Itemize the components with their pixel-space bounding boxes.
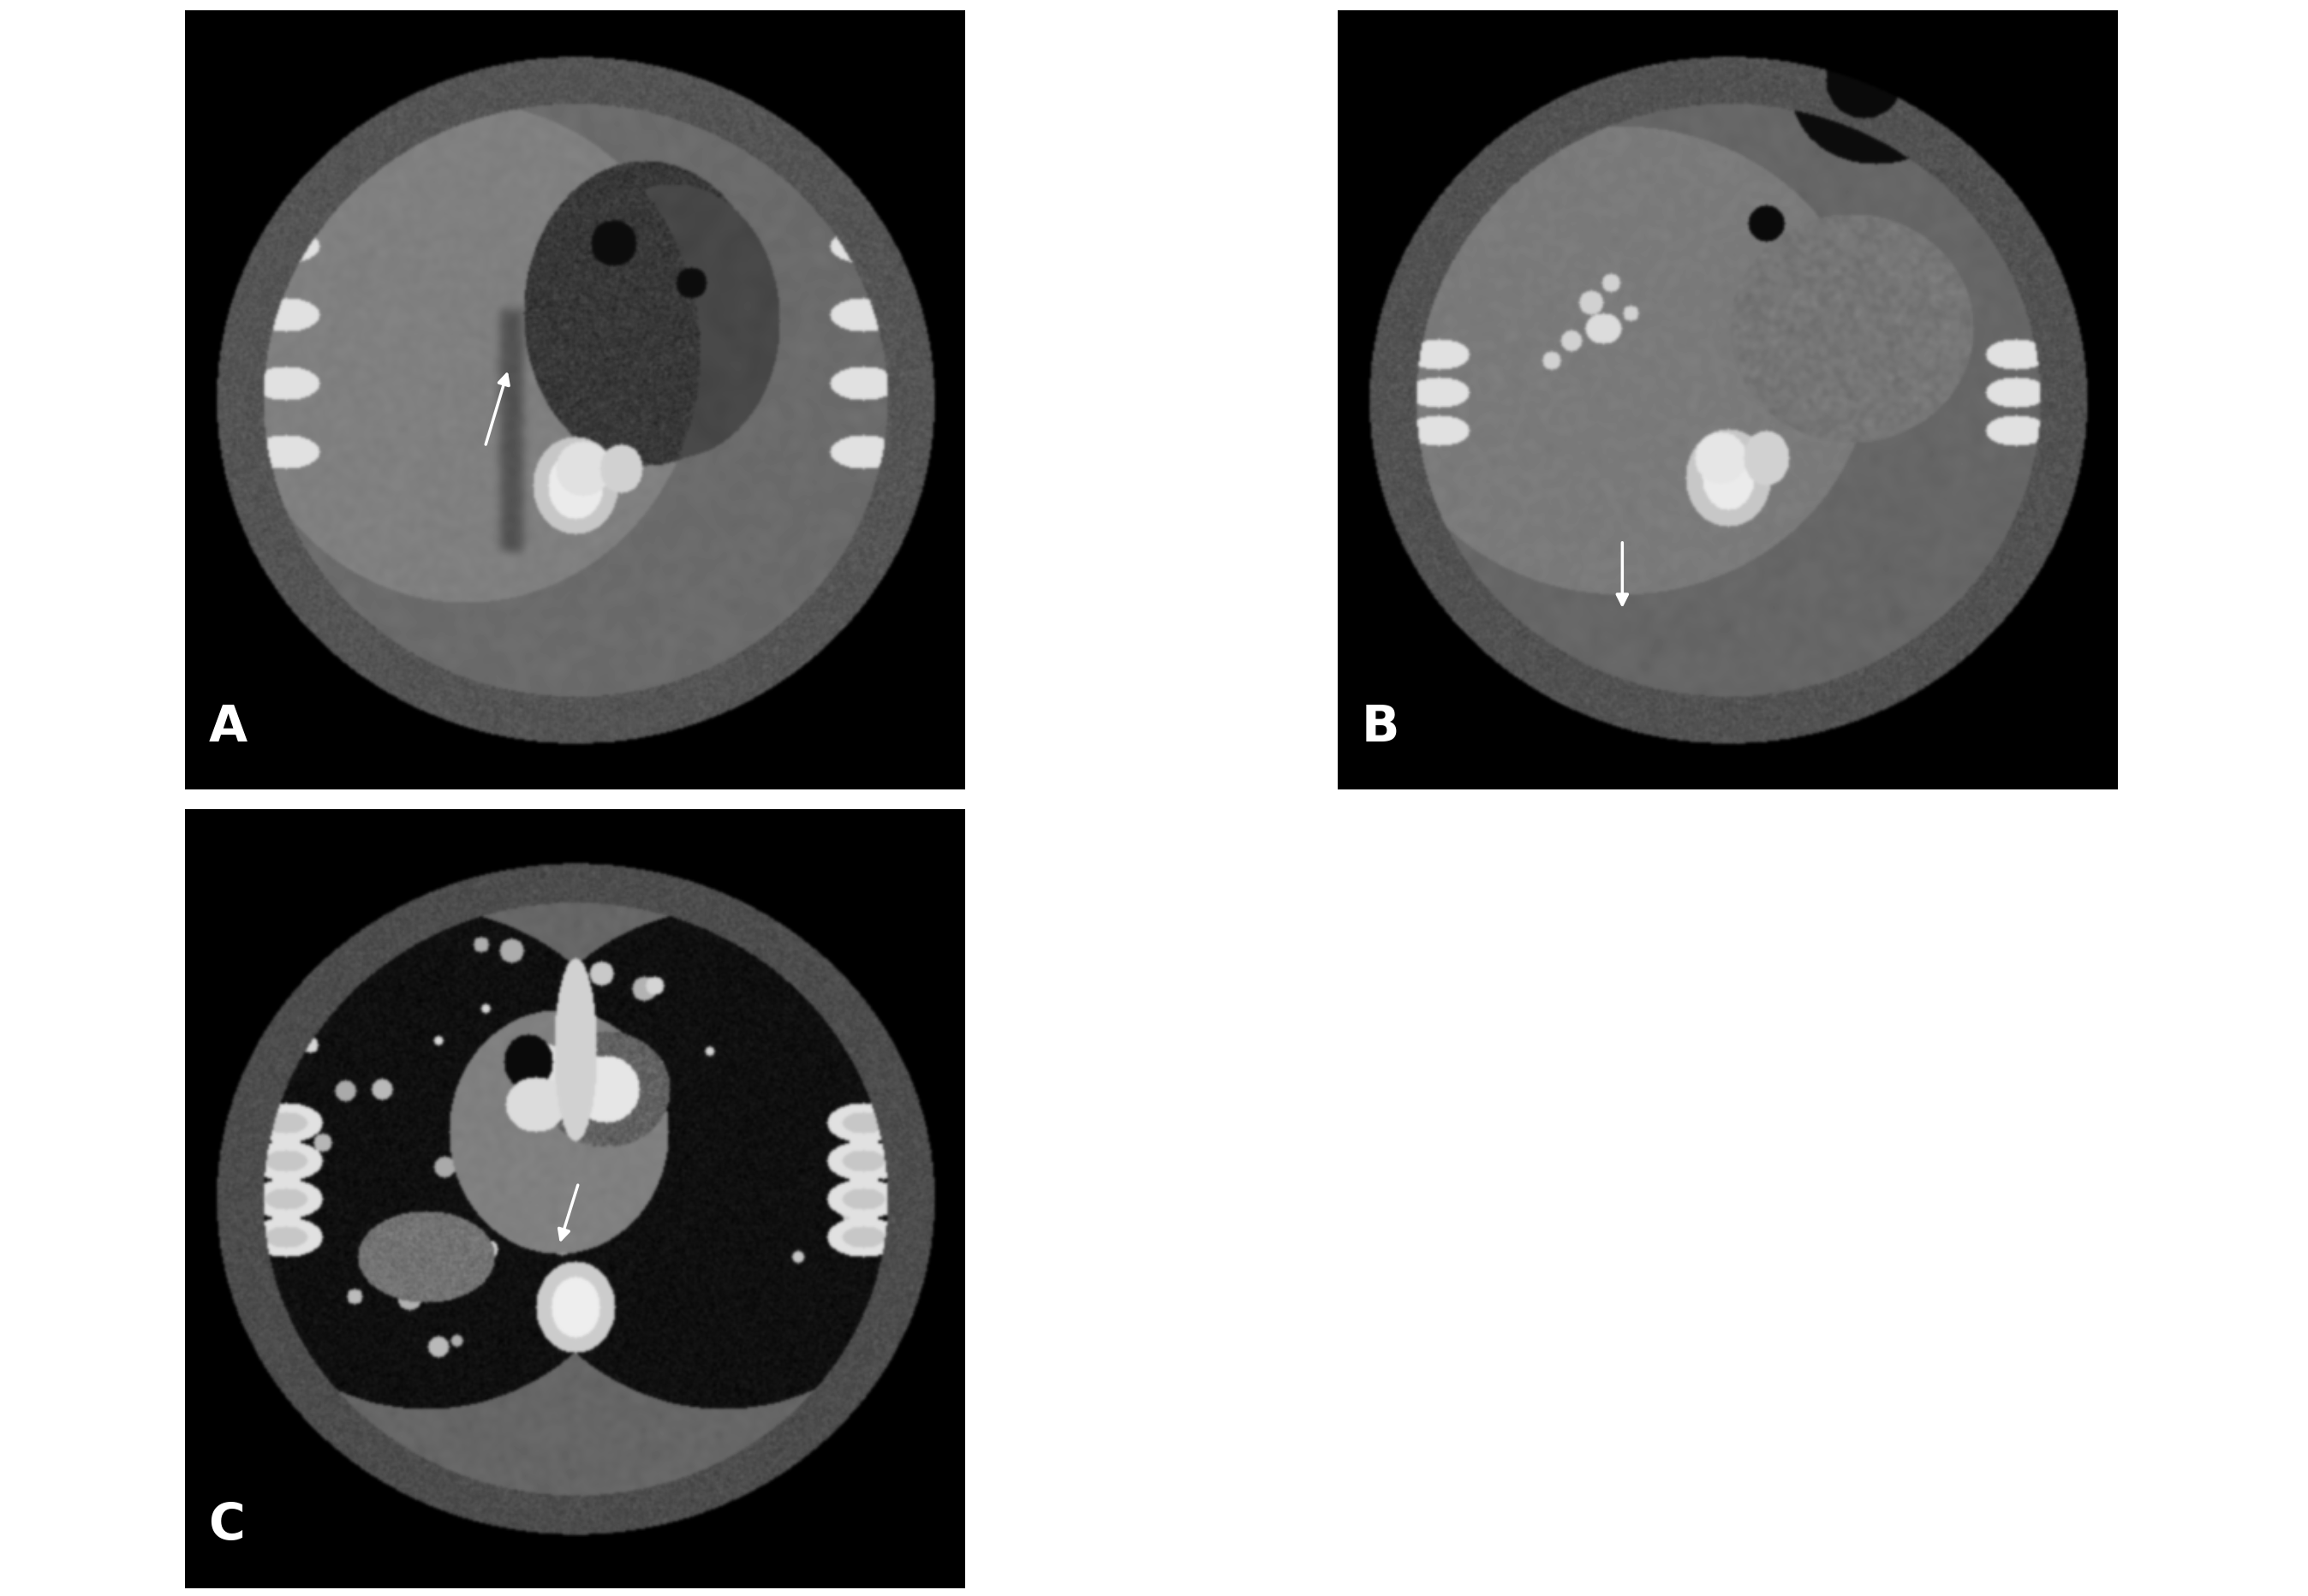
Text: A: A — [208, 702, 247, 752]
Text: C: C — [208, 1500, 245, 1550]
Text: B: B — [1362, 702, 1399, 752]
